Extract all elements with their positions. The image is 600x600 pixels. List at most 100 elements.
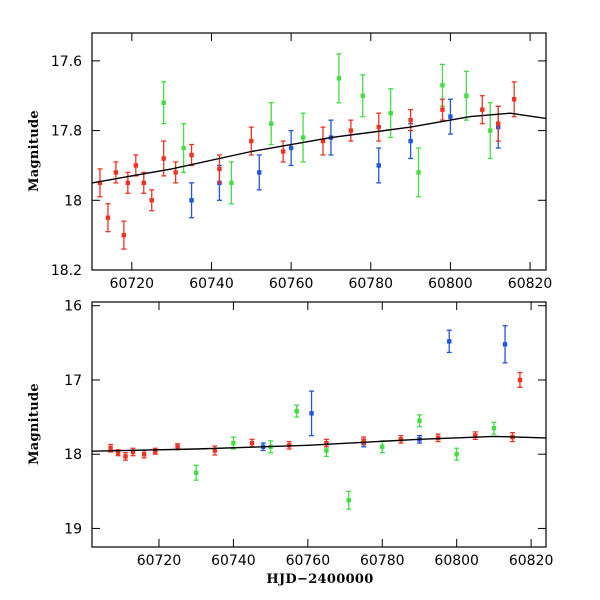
top-y-tick-label: 17.6	[51, 54, 82, 70]
red-data-point	[130, 449, 136, 455]
green-data-point	[380, 444, 385, 449]
green-data-point	[454, 451, 459, 457]
green-data-point	[181, 145, 186, 151]
top-x-tick-label: 60720	[110, 276, 155, 292]
green-data-point	[324, 448, 329, 453]
blue-data-point	[288, 145, 294, 151]
bottom-y-tick-label: 16	[64, 299, 82, 315]
top-x-tick-label: 60740	[189, 276, 234, 292]
green-data-point	[294, 408, 299, 414]
red-data-point	[511, 97, 517, 102]
top-panel-data-marks	[92, 53, 546, 250]
red-data-point	[153, 449, 158, 454]
bottom-y-tick-label: 18	[64, 447, 82, 463]
red-data-point	[480, 107, 485, 112]
red-data-point	[133, 163, 139, 168]
top-x-tick-label: 60800	[428, 276, 473, 292]
red-data-point	[435, 435, 441, 441]
green-data-point	[488, 128, 493, 133]
red-data-point	[189, 152, 194, 158]
bottom-plot-frame	[91, 301, 547, 548]
red-data-point	[123, 454, 128, 459]
blue-data-point	[448, 114, 453, 119]
green-data-point	[193, 470, 199, 475]
green-data-point	[346, 498, 351, 503]
red-data-point	[376, 124, 381, 130]
red-data-point	[517, 377, 523, 383]
green-data-point	[269, 121, 274, 126]
red-data-point	[161, 156, 166, 161]
bottom-y-axis-title: Magnitude	[27, 383, 42, 465]
x-axis-title: HJD−2400000	[266, 572, 373, 587]
bottom-x-tick-label: 60820	[509, 553, 554, 569]
top-x-tick-label: 60780	[348, 276, 393, 292]
bottom-x-tick-label: 60800	[434, 553, 479, 569]
blue-data-point	[502, 342, 508, 347]
green-data-point	[360, 93, 366, 98]
red-data-point	[361, 438, 366, 444]
model-fit-curve	[92, 435, 546, 452]
green-data-point	[388, 110, 393, 116]
red-data-point	[408, 117, 413, 123]
red-data-point	[141, 180, 146, 186]
top-x-tick-label: 60820	[508, 276, 553, 292]
red-data-point	[348, 128, 354, 133]
top-panel: 60720 60740 60760 60780 60800 60820 17.6 17.8 18…	[27, 32, 553, 292]
green-data-point	[300, 135, 306, 140]
red-data-point	[105, 215, 111, 220]
blue-data-point	[447, 339, 452, 344]
green-data-point	[464, 93, 469, 98]
red-data-point	[141, 451, 147, 457]
blue-data-point	[408, 138, 413, 144]
bottom-x-tick-label: 60720	[137, 553, 182, 569]
red-data-point	[173, 170, 178, 175]
top-plot-frame	[91, 32, 547, 271]
red-data-point	[115, 450, 121, 455]
red-data-point	[249, 138, 254, 144]
red-data-point	[496, 121, 501, 126]
red-data-point	[212, 448, 218, 453]
green-data-point	[491, 426, 497, 431]
green-data-point	[161, 100, 166, 105]
bottom-panel-data-marks	[92, 325, 546, 510]
bottom-x-tick-label: 60760	[286, 553, 331, 569]
red-data-point	[125, 180, 131, 186]
red-data-point	[280, 149, 286, 154]
top-x-tick-label: 60760	[269, 276, 314, 292]
bottom-x-tick-label: 60780	[360, 553, 405, 569]
green-data-point	[231, 440, 236, 446]
red-data-point	[149, 198, 154, 203]
green-data-point	[416, 170, 421, 175]
bottom-x-tick-label: 60740	[211, 553, 256, 569]
red-data-point	[320, 138, 326, 144]
red-data-point	[324, 440, 329, 446]
red-data-point	[175, 444, 180, 449]
blue-data-point	[189, 198, 194, 203]
top-y-tick-label: 18	[64, 193, 82, 209]
top-y-axis-title: Magnitude	[27, 110, 42, 192]
green-data-point	[336, 76, 342, 81]
red-data-point	[113, 170, 119, 175]
red-data-point	[108, 446, 113, 451]
red-data-point	[217, 166, 222, 172]
top-panel-axes: 60720 60740 60760 60780 60800 60820 17.6 17.8 18…	[51, 33, 553, 292]
top-y-tick-label: 18.2	[51, 263, 82, 279]
red-data-point	[249, 440, 255, 446]
bottom-panel-axes: 60720 60740 60760 60780 60800 60820 16 17 18 19	[64, 299, 553, 569]
red-data-point	[440, 107, 445, 112]
blue-data-point	[376, 163, 381, 168]
blue-data-point	[309, 411, 314, 416]
red-data-point	[121, 232, 127, 238]
red-data-point	[473, 433, 478, 438]
blue-data-point	[257, 170, 262, 175]
top-y-tick-label: 17.8	[51, 124, 82, 140]
red-data-point	[97, 180, 103, 186]
bottom-panel: 60720 60740 60760 60780 60800 60820 16 17 18 19 M…	[27, 299, 553, 587]
green-data-point	[417, 418, 422, 423]
model-fit-curve	[92, 112, 546, 184]
red-data-point	[398, 437, 404, 442]
bottom-y-tick-label: 17	[64, 373, 82, 389]
green-data-point	[440, 83, 445, 88]
green-data-point	[229, 180, 234, 186]
